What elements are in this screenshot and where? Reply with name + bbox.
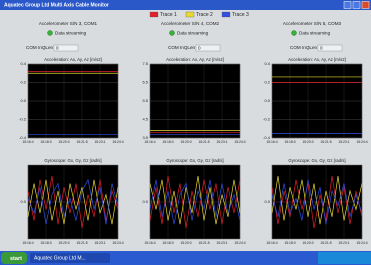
close-button[interactable] [362, 2, 369, 9]
legend-label: Trace 2 [196, 12, 213, 18]
task-label: Aquatec Group Ltd M... [34, 256, 86, 262]
chart-title: Acceleration: Ax, Ay, Az [m/s2] [44, 57, 102, 62]
legend-swatch [186, 12, 194, 17]
queue-value: 0 [56, 45, 59, 50]
y-tick-label: 0.2 [20, 80, 26, 85]
x-tick-label: 15:20:0 [302, 241, 313, 245]
status-indicator [48, 31, 53, 36]
minimize-button[interactable] [344, 2, 351, 9]
x-tick-label: 15:24:4 [356, 241, 367, 245]
x-tick-label: 15:20:0 [180, 140, 191, 144]
chart-title: Acceleration: Ax, Ay, Az [m/s2] [166, 57, 224, 62]
y-tick-label: 7.5 [142, 61, 148, 66]
x-tick-label: 15:18:0 [162, 241, 173, 245]
y-tick-label: 0.4 [264, 61, 270, 66]
device-label: Accelerometer S/N 4, COM2 [161, 21, 220, 26]
chart-title: Gyroscope: Gx, Gy, Gz [rad/s] [288, 158, 345, 163]
x-tick-label: 15:18:0 [162, 140, 173, 144]
x-tick-label: 15:16:4 [22, 140, 33, 144]
y-tick-label: -0.2 [263, 117, 271, 122]
y-tick-label: 0.2 [264, 80, 270, 85]
queue-value: 0 [198, 45, 201, 50]
chart-title: Gyroscope: Gx, Gy, Gz [rad/s] [44, 158, 101, 163]
x-tick-label: 15:18:0 [40, 140, 51, 144]
device-label: Accelerometer S/N 3, COM1 [39, 21, 98, 26]
status-label: Data streaming [299, 30, 331, 35]
x-tick-label: 15:23:1 [338, 140, 349, 144]
status-label: Data streaming [177, 30, 209, 35]
legend-swatch [150, 12, 158, 17]
queue-value: 0 [320, 45, 323, 50]
system-tray [318, 252, 371, 264]
legend-label: Trace 3 [232, 12, 249, 18]
y-tick-label: 6.5 [142, 80, 148, 85]
y-tick-label: 5.5 [142, 98, 148, 103]
x-tick-label: 15:18:0 [40, 241, 51, 245]
x-tick-label: 15:24:4 [112, 140, 123, 144]
x-tick-label: 15:18:0 [284, 140, 295, 144]
x-tick-label: 15:20:0 [180, 241, 191, 245]
legend-label: Trace 1 [160, 12, 177, 18]
legend-swatch [222, 12, 230, 17]
x-tick-label: 15:16:4 [22, 241, 33, 245]
x-tick-label: 15:21:5 [320, 140, 331, 144]
start-label: start [10, 256, 22, 262]
x-tick-label: 15:16:4 [266, 140, 277, 144]
y-tick-label: 0.0 [264, 98, 270, 103]
x-tick-label: 15:21:5 [76, 140, 87, 144]
queue-label: COM InQLen [168, 45, 196, 50]
x-tick-label: 15:24:4 [112, 241, 123, 245]
x-tick-label: 15:18:0 [284, 241, 295, 245]
x-tick-label: 15:23:1 [216, 140, 227, 144]
x-tick-label: 15:24:4 [356, 140, 367, 144]
page: Aquatec Group Ltd Multi Axis Cable Monit… [0, 0, 371, 265]
status-indicator [292, 31, 297, 36]
x-tick-label: 15:21:5 [320, 241, 331, 245]
x-tick-label: 15:21:5 [198, 140, 209, 144]
x-tick-label: 15:16:4 [266, 241, 277, 245]
y-tick-label: -0.2 [19, 117, 27, 122]
y-tick-label: 0.0 [20, 98, 26, 103]
x-tick-label: 15:23:1 [338, 241, 349, 245]
x-tick-label: 15:23:1 [94, 140, 105, 144]
x-tick-label: 15:24:4 [234, 140, 245, 144]
maximize-button[interactable] [353, 2, 360, 9]
x-tick-label: 15:21:5 [198, 241, 209, 245]
screen: Aquatec Group Ltd Multi Axis Cable Monit… [0, 0, 371, 265]
device-label: Accelerometer S/N 5, COM3 [283, 21, 342, 26]
x-tick-label: 15:23:1 [94, 241, 105, 245]
window-title: Aquatec Group Ltd Multi Axis Cable Monit… [4, 3, 109, 9]
x-tick-label: 15:20:0 [302, 140, 313, 144]
queue-label: COM InQLen [26, 45, 54, 50]
chart-title: Gyroscope: Gx, Gy, Gz [rad/s] [166, 158, 223, 163]
x-tick-label: 15:16:4 [144, 140, 155, 144]
x-tick-label: 15:24:4 [234, 241, 245, 245]
y-tick-label: 0.0 [142, 199, 148, 204]
x-tick-label: 15:21:5 [76, 241, 87, 245]
y-tick-label: 0.0 [264, 199, 270, 204]
y-tick-label: 0.0 [20, 199, 26, 204]
chart-title: Acceleration: Ax, Ay, Az [m/s2] [288, 57, 346, 62]
x-tick-label: 15:20:0 [58, 140, 69, 144]
status-indicator [170, 31, 175, 36]
status-label: Data streaming [55, 30, 87, 35]
x-tick-label: 15:20:0 [58, 241, 69, 245]
y-tick-label: 4.5 [142, 117, 148, 122]
x-tick-label: 15:16:4 [144, 241, 155, 245]
x-tick-label: 15:23:1 [216, 241, 227, 245]
queue-label: COM InQLen [290, 45, 318, 50]
y-tick-label: 0.4 [20, 61, 26, 66]
